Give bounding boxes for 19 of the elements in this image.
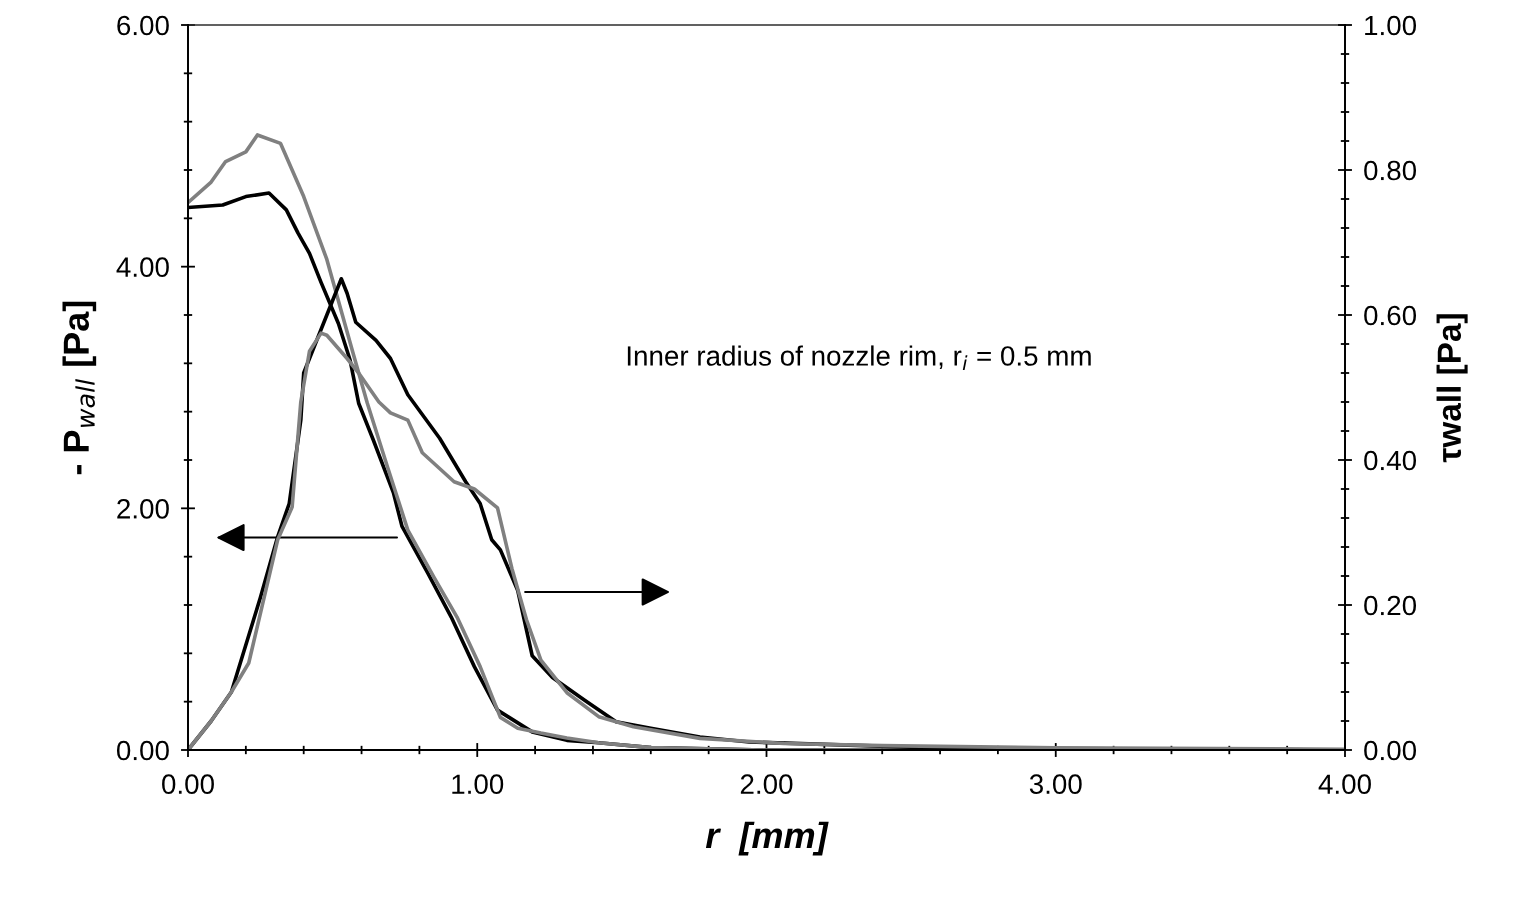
y2-tick-label: 1.00 — [1365, 15, 1417, 36]
x-tick-label: 0.00 — [162, 774, 214, 795]
y2-tick-label: 0.40 — [1364, 450, 1417, 471]
y-tick-label: 2.00 — [117, 499, 169, 519]
x-tick-label: 4.00 — [1318, 774, 1371, 795]
x-tick-label: 2.00 — [740, 774, 793, 795]
y-tick-label: 4.00 — [116, 257, 169, 278]
y2-tick-label: 0.00 — [1364, 740, 1417, 761]
y2-tick-label: 0.60 — [1364, 305, 1417, 326]
y-tick-label: 0.00 — [116, 740, 169, 761]
annotation: Inner radius of nozzle rim, r$_{i}$ = 0.5 mm — [627, 345, 1091, 371]
y2-tick-label: 0.80 — [1364, 160, 1417, 181]
y2-axis-title: τwall [Pa] — [1436, 314, 1468, 463]
x-tick-label: 1.00 — [452, 774, 504, 795]
y2-tick-label: 0.20 — [1364, 595, 1417, 616]
y-axis-title: - P$_{wall}$ [Pa] — [62, 301, 97, 475]
x-axis-title: r [mm] — [705, 821, 829, 856]
y-tick-label: 6.00 — [117, 15, 169, 36]
x-tick-label: 3.00 — [1029, 774, 1082, 795]
